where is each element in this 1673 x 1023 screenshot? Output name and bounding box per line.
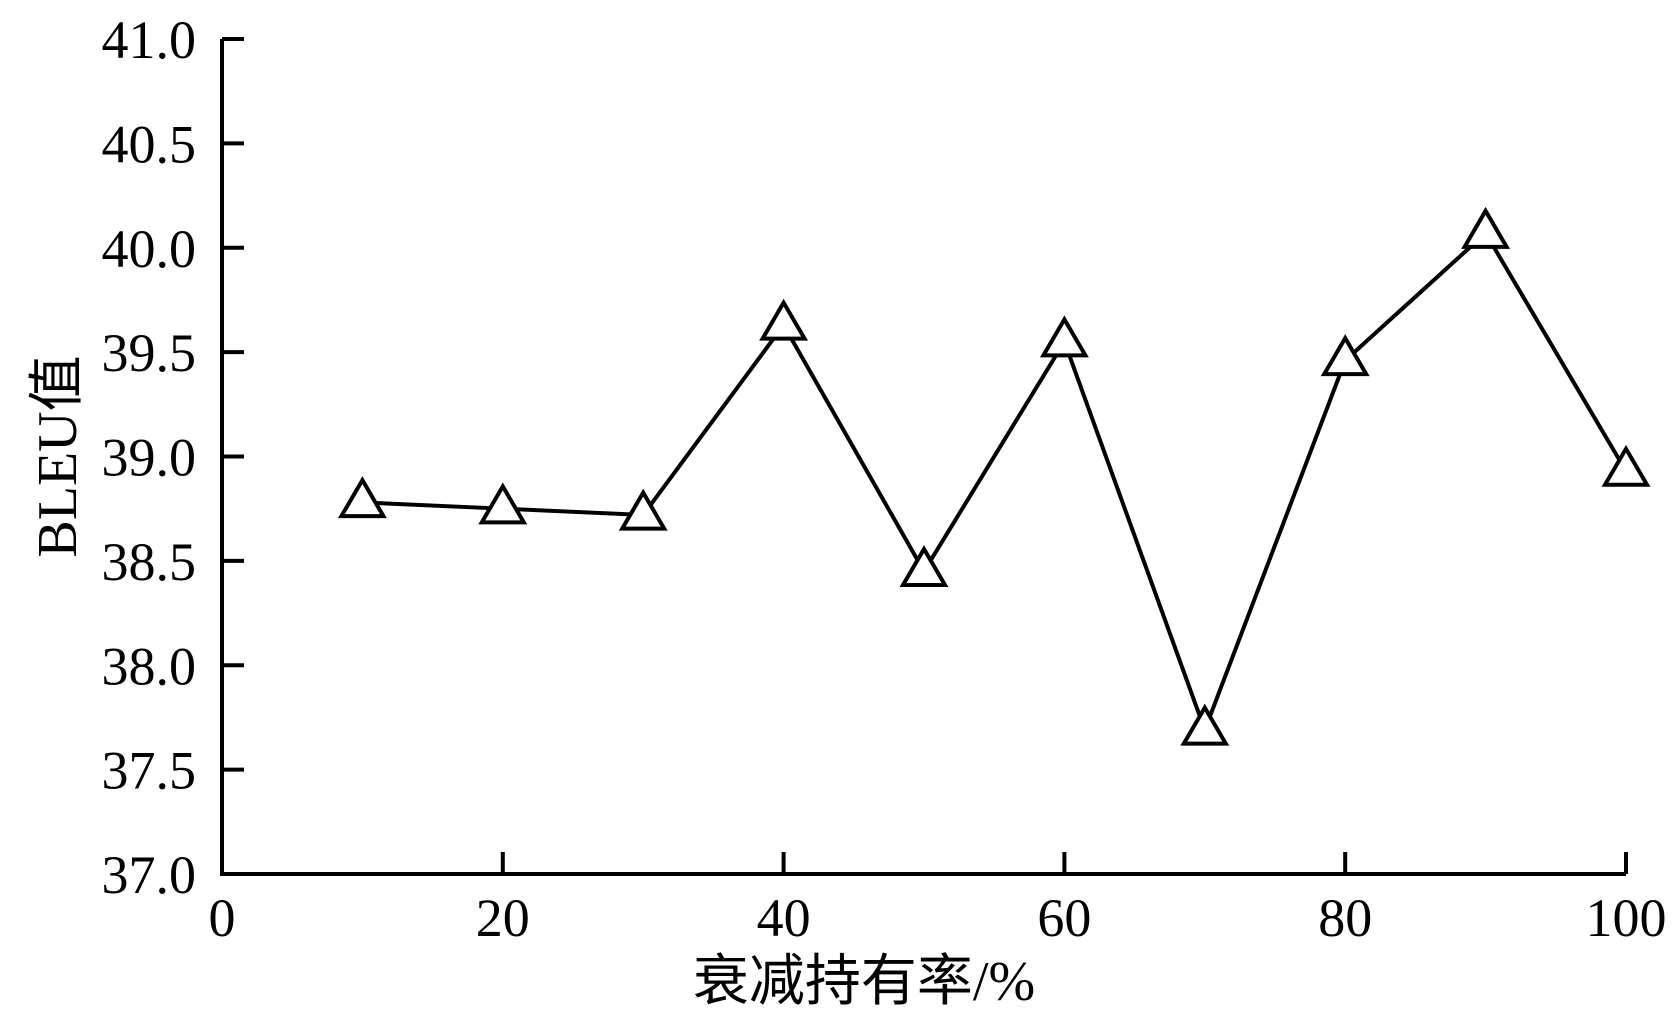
axes (220, 39, 1626, 876)
data-point-marker (759, 298, 809, 341)
data-point-marker (337, 476, 387, 519)
data-point-marker (618, 488, 668, 531)
x-tick-label: 80 (1318, 888, 1372, 948)
series-line (362, 230, 1628, 736)
x-tick-label: 60 (1037, 888, 1091, 948)
y-tick-label: 39.5 (102, 323, 197, 383)
y-axis-title: BLEU值 (27, 355, 89, 557)
series-group (337, 206, 1651, 746)
y-tick-label: 40.5 (102, 114, 197, 174)
data-point-marker (1601, 444, 1651, 487)
x-tick-label: 100 (1586, 888, 1667, 948)
data-point-marker (1320, 334, 1370, 377)
y-tick-label: 37.5 (102, 741, 197, 801)
x-tick-label: 40 (757, 888, 811, 948)
x-ticks: 0 20 40 60 80 100 (209, 852, 1667, 948)
x-tick-label: 0 (209, 888, 236, 948)
y-tick-label: 37.0 (102, 845, 197, 905)
y-tick-label: 38.5 (102, 532, 197, 592)
data-point-marker (1461, 206, 1511, 249)
x-tick-label: 20 (476, 888, 530, 948)
x-axis-title: 衰减持有率/% (693, 951, 1035, 1013)
data-point-marker (899, 545, 949, 587)
data-point-marker (478, 482, 528, 525)
data-point-marker (1180, 703, 1230, 746)
y-ticks: 37.0 37.5 38.0 38.5 39.0 39.5 40.0 40.5 41.0 (102, 10, 244, 905)
y-tick-label: 38.0 (102, 636, 197, 696)
data-point-marker (1039, 315, 1089, 358)
y-tick-label: 39.0 (102, 428, 197, 488)
y-tick-label: 41.0 (102, 10, 197, 70)
y-tick-label: 40.0 (102, 219, 197, 279)
